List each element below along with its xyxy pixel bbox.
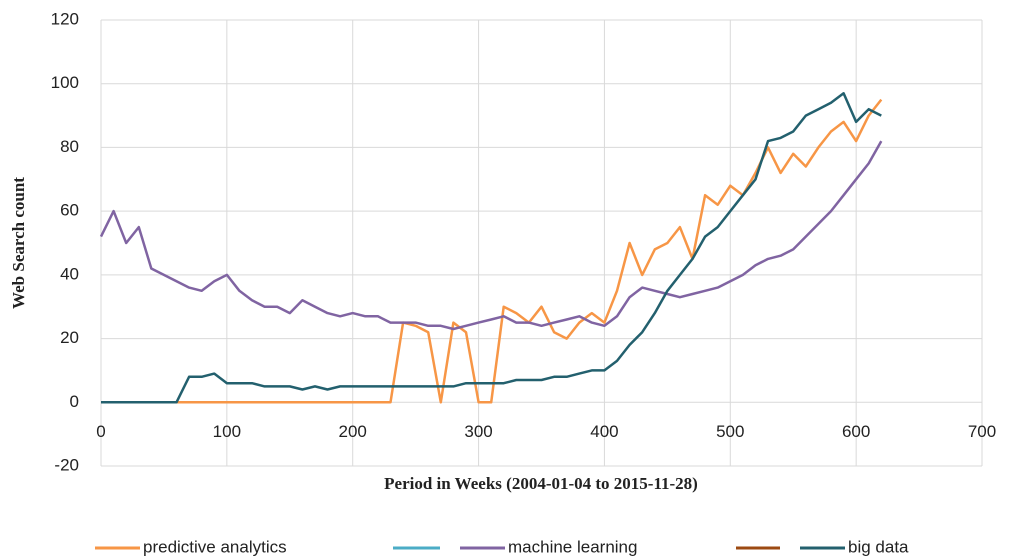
y-tick-label: -20 (54, 455, 79, 474)
x-tick-label: 300 (464, 422, 492, 441)
y-axis-label: Web Search count (9, 177, 28, 309)
y-tick-label: 120 (51, 9, 79, 28)
legend-label: predictive analytics (143, 537, 287, 556)
legend-label: big data (848, 537, 909, 556)
x-tick-label: 700 (968, 422, 996, 441)
y-tick-label: 0 (70, 392, 79, 411)
x-tick-label: 400 (590, 422, 618, 441)
y-tick-label: 60 (60, 201, 79, 220)
y-tick-label: 100 (51, 73, 79, 92)
y-tick-label: 20 (60, 328, 79, 347)
y-tick-label: 40 (60, 264, 79, 283)
x-tick-label: 600 (842, 422, 870, 441)
x-axis-label: Period in Weeks (2004-01-04 to 2015-11-2… (384, 474, 698, 493)
series-line (99, 140, 883, 331)
legend-label: machine learning (508, 537, 637, 556)
x-tick-label: 500 (716, 422, 744, 441)
series-line (101, 92, 882, 404)
y-tick-label: 80 (60, 137, 79, 156)
series-line (101, 98, 883, 404)
x-tick-label: 0 (96, 422, 105, 441)
x-tick-label: 200 (339, 422, 367, 441)
x-tick-label: 100 (213, 422, 241, 441)
